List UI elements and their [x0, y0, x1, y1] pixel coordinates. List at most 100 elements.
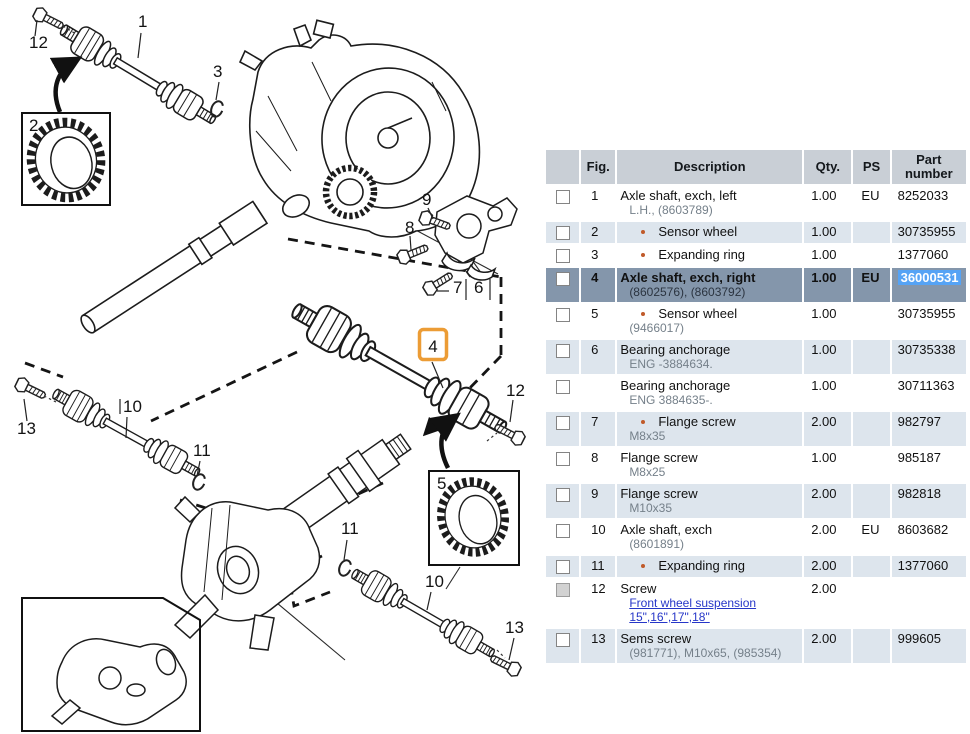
callout-11-lower[interactable]: 11: [341, 519, 359, 538]
fig-cell: 6: [581, 340, 616, 374]
ps-cell: [853, 556, 890, 577]
row-checkbox[interactable]: [556, 308, 570, 322]
row-checkbox[interactable]: [556, 380, 570, 394]
callout-9[interactable]: 9: [422, 190, 431, 209]
ps-cell: [853, 412, 890, 446]
fig-cell: 13: [581, 629, 616, 663]
bullet-icon: [641, 311, 646, 316]
table-row[interactable]: Bearing anchorage ENG 3884635-. 1.00 307113…: [546, 376, 966, 410]
description-subtext: L.H., (8603789): [629, 203, 713, 217]
qty-cell: 2.00: [804, 629, 852, 663]
callout-5[interactable]: 5: [437, 474, 446, 493]
table-row[interactable]: 13 Sems screw (981771), M10x65, (985354) 2.…: [546, 629, 966, 663]
row-checkbox[interactable]: [556, 452, 570, 466]
callout-1[interactable]: 1: [138, 12, 147, 31]
part-number-cell: 30735955: [891, 304, 966, 338]
fig-cell: 11: [581, 556, 616, 577]
callout-7[interactable]: 7: [453, 278, 462, 297]
callout-3[interactable]: 3: [213, 62, 222, 81]
row-checkbox[interactable]: [556, 488, 570, 502]
description-text: Axle shaft, exch: [620, 522, 713, 537]
bolt-icon: [30, 4, 67, 34]
table-row[interactable]: 12 Screw Front wheel suspension 15",16",17…: [546, 579, 966, 627]
part-number-cell: [891, 579, 966, 627]
table-row[interactable]: 2 Sensor wheel 1.00 30735955: [546, 222, 966, 243]
fig-cell: 9: [581, 484, 616, 518]
bolt-icon: [12, 375, 49, 404]
description-cell: Sensor wheel (9466017): [617, 304, 803, 338]
col-header-checkbox: [546, 150, 580, 184]
fig-cell: 12: [581, 579, 616, 627]
row-checkbox[interactable]: [556, 416, 570, 430]
axle-shaft-left-illustration: [53, 15, 223, 134]
callout-12-right[interactable]: 12: [506, 381, 525, 400]
inset-arrow-2: [49, 56, 83, 113]
table-row[interactable]: 8 Flange screw M8x25 1.00 985187: [546, 448, 966, 482]
bullet-icon: [641, 252, 646, 257]
callout-10-lower[interactable]: 10: [425, 572, 444, 591]
table-row[interactable]: 9 Flange screw M10x35 2.00 982818: [546, 484, 966, 518]
description-cell: Expanding ring: [617, 245, 803, 266]
fig-cell: 8: [581, 448, 616, 482]
table-row[interactable]: 5 Sensor wheel (9466017) 1.00 30735955: [546, 304, 966, 338]
description-text: Axle shaft, exch, right: [620, 270, 756, 285]
gearbox-illustration: [80, 19, 481, 334]
table-row[interactable]: 1 Axle shaft, exch, left L.H., (8603789) 1.…: [546, 186, 966, 220]
callout-2[interactable]: 2: [29, 116, 38, 135]
description-cell: Axle shaft, exch (8601891): [617, 520, 803, 554]
bolt-icon: [420, 267, 457, 299]
table-row[interactable]: 3 Expanding ring 1.00 1377060: [546, 245, 966, 266]
checkbox-cell: [546, 245, 580, 266]
table-row[interactable]: 11 Expanding ring 2.00 1377060: [546, 556, 966, 577]
description-subtext: ENG 3884635-.: [629, 393, 713, 407]
callout-8[interactable]: 8: [405, 218, 414, 237]
row-checkbox[interactable]: [556, 344, 570, 358]
part-number-cell: 8603682: [891, 520, 966, 554]
part-number-cell: 1377060: [891, 556, 966, 577]
description-cell: Flange screw M10x35: [617, 484, 803, 518]
description-subtext: (981771), M10x65, (985354): [629, 646, 782, 660]
suspension-link[interactable]: Front wheel suspension 15",16",17",18": [629, 596, 757, 624]
callout-13-bottom[interactable]: 13: [505, 618, 524, 637]
part-number: 8252033: [897, 188, 949, 203]
table-row[interactable]: 10 Axle shaft, exch (8601891) 2.00 EU 8603682: [546, 520, 966, 554]
col-header-qty: Qty.: [804, 150, 852, 184]
callout-13-left[interactable]: 13: [17, 419, 36, 438]
description-cell: Sensor wheel: [617, 222, 803, 243]
callout-6[interactable]: 6: [474, 278, 483, 297]
row-checkbox[interactable]: [556, 226, 570, 240]
callout-12-top[interactable]: 12: [29, 33, 48, 52]
description-cell: Axle shaft, exch, left L.H., (8603789): [617, 186, 803, 220]
callout-4-highlighted[interactable]: 4: [428, 337, 437, 356]
col-header-description: Description: [617, 150, 803, 184]
table-row[interactable]: 6 Bearing anchorage ENG -3884634. 1.00 30735…: [546, 340, 966, 374]
checkbox-cell: [546, 340, 580, 374]
callout-10-upper[interactable]: 10: [123, 397, 142, 416]
angle-gear-illustration: [50, 638, 187, 726]
checkbox-cell: [546, 579, 580, 627]
description-text: Expanding ring: [658, 558, 746, 573]
checkbox-cell: [546, 448, 580, 482]
callout-11-upper[interactable]: 11: [193, 441, 211, 460]
fig-cell: 7: [581, 412, 616, 446]
row-checkbox[interactable]: [556, 633, 570, 647]
ps-cell: EU: [853, 268, 890, 302]
description-cell: Expanding ring: [617, 556, 803, 577]
row-checkbox[interactable]: [556, 190, 570, 204]
row-checkbox[interactable]: [556, 524, 570, 538]
fig-cell: 3: [581, 245, 616, 266]
part-number-cell: 30735955: [891, 222, 966, 243]
table-row[interactable]: 7 Flange screw M8x35 2.00 982797: [546, 412, 966, 446]
row-checkbox[interactable]: [556, 560, 570, 574]
part-number-cell: 982797: [891, 412, 966, 446]
inset-box-sensor-wheel-5: [428, 470, 520, 566]
col-header-ps: PS: [853, 150, 890, 184]
expanding-ring-icon: [335, 557, 355, 579]
part-number: 999605: [897, 631, 941, 646]
description-text: Sems screw: [620, 631, 692, 646]
row-checkbox[interactable]: [556, 272, 570, 286]
table-row[interactable]: 4 Axle shaft, exch, right (8602576), (8603…: [546, 268, 966, 302]
row-checkbox[interactable]: [556, 249, 570, 263]
ps-cell: [853, 448, 890, 482]
description-text: Bearing anchorage: [620, 378, 731, 393]
